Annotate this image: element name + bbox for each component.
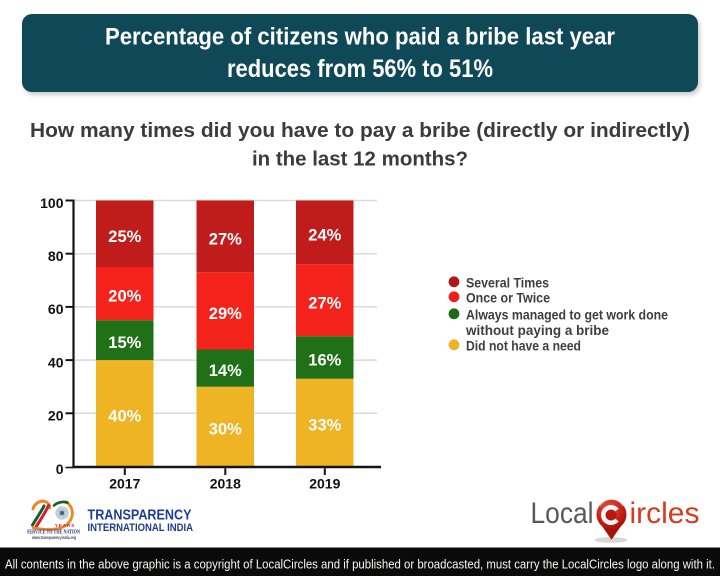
svg-text:Once or Twice: Once or Twice xyxy=(466,290,550,305)
svg-text:ircles: ircles xyxy=(630,497,700,530)
svg-text:2017: 2017 xyxy=(109,476,140,492)
svg-text:30%: 30% xyxy=(209,421,242,439)
svg-text:YEARS: YEARS xyxy=(55,523,75,528)
svg-text:40: 40 xyxy=(48,354,64,370)
svg-text:25%: 25% xyxy=(108,228,141,246)
svg-text:40%: 40% xyxy=(108,407,141,425)
svg-text:29%: 29% xyxy=(209,305,242,323)
svg-text:60: 60 xyxy=(48,301,64,317)
svg-text:100: 100 xyxy=(40,195,64,211)
svg-text:2019: 2019 xyxy=(309,476,340,492)
svg-text:www.transparencyindia.org: www.transparencyindia.org xyxy=(31,535,76,540)
svg-text:Several Times: Several Times xyxy=(466,275,549,290)
svg-text:without paying a bribe: without paying a bribe xyxy=(465,323,609,338)
svg-text:33%: 33% xyxy=(308,417,341,435)
svg-text:27%: 27% xyxy=(209,230,242,248)
svg-text:20%: 20% xyxy=(108,288,141,306)
svg-text:0: 0 xyxy=(56,461,64,477)
svg-text:All contents in the above grap: All contents in the above graphic is a c… xyxy=(5,558,715,572)
svg-text:80: 80 xyxy=(48,248,64,264)
svg-text:TRANSPARENCY: TRANSPARENCY xyxy=(88,507,192,524)
svg-text:15%: 15% xyxy=(108,334,141,352)
svg-text:in the last 12 months?: in the last 12 months? xyxy=(252,148,468,171)
svg-text:Local: Local xyxy=(531,497,594,530)
svg-text:27%: 27% xyxy=(308,294,341,312)
svg-text:2018: 2018 xyxy=(210,476,241,492)
svg-text:SERVICE TO THE NATION: SERVICE TO THE NATION xyxy=(27,529,80,536)
svg-text:14%: 14% xyxy=(209,362,242,380)
svg-text:Always managed to get work don: Always managed to get work done xyxy=(466,307,668,322)
svg-text:20: 20 xyxy=(48,408,64,424)
svg-text:reduces from 56% to 51%: reduces from 56% to 51% xyxy=(227,55,493,83)
svg-text:How many times did you have to: How many times did you have to pay a bri… xyxy=(30,119,690,142)
svg-text:24%: 24% xyxy=(308,226,341,244)
svg-text:Did not have a need: Did not have a need xyxy=(466,338,581,353)
svg-text:Percentage of citizens who pai: Percentage of citizens who paid a bribe … xyxy=(105,24,615,51)
svg-text:16%: 16% xyxy=(308,351,341,369)
svg-text:INTERNATIONAL INDIA: INTERNATIONAL INDIA xyxy=(88,522,194,534)
